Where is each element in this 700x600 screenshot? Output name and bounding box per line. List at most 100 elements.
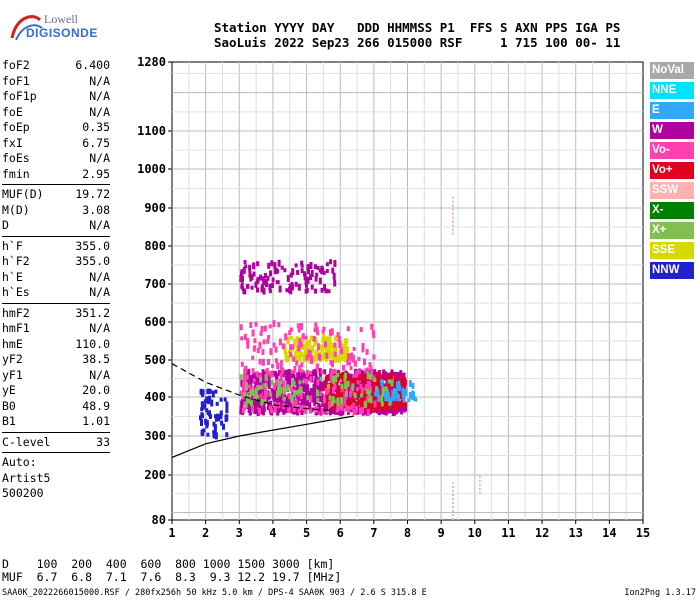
echo-point bbox=[319, 345, 323, 350]
echo-point bbox=[280, 265, 284, 270]
echo-point bbox=[329, 378, 333, 383]
echo-point bbox=[310, 355, 313, 361]
param-name: h`E bbox=[2, 269, 23, 284]
echo-point bbox=[299, 393, 303, 400]
echo-point bbox=[376, 380, 380, 388]
echo-point bbox=[352, 409, 356, 416]
x-tick-label: 1 bbox=[168, 526, 175, 540]
echo-point bbox=[334, 403, 338, 409]
echo-point bbox=[317, 403, 321, 408]
echo-point bbox=[355, 406, 358, 411]
echo-point bbox=[373, 369, 377, 375]
echo-point bbox=[294, 409, 298, 415]
echo-point bbox=[308, 339, 312, 346]
echo-point bbox=[308, 402, 312, 410]
echo-point bbox=[250, 395, 254, 402]
echo-point bbox=[333, 399, 337, 404]
echo-point bbox=[241, 275, 244, 282]
echo-point bbox=[274, 358, 278, 364]
echo-point bbox=[200, 401, 204, 406]
echo-point bbox=[336, 400, 340, 407]
echo-point bbox=[300, 335, 304, 341]
echo-point bbox=[246, 283, 250, 289]
echo-point bbox=[271, 283, 274, 288]
echo-point bbox=[303, 350, 307, 357]
file-info-footer: SAA0K_2022266015000.RSF / 280fx256h 50 k… bbox=[2, 588, 427, 598]
echo-point bbox=[285, 373, 289, 380]
echo-point bbox=[279, 394, 283, 402]
echo-point bbox=[259, 394, 263, 399]
echo-point bbox=[346, 373, 350, 380]
echo-point bbox=[343, 338, 347, 346]
echo-point bbox=[277, 259, 281, 267]
echo-point bbox=[203, 399, 207, 404]
param-row: M(D) 3.08 bbox=[2, 203, 110, 219]
param-group-muf: MUF(D) 19.72 M(D) 3.08 D N/A bbox=[2, 187, 110, 234]
echo-point bbox=[336, 387, 340, 394]
echo-point bbox=[346, 398, 350, 403]
echo-point bbox=[326, 387, 330, 394]
echo-point bbox=[273, 267, 277, 275]
echo-point bbox=[353, 360, 357, 367]
echo-point bbox=[402, 372, 406, 380]
echo-point bbox=[304, 335, 308, 340]
echo-point bbox=[362, 392, 366, 397]
echo-point bbox=[380, 379, 384, 387]
echo-point bbox=[267, 262, 271, 269]
echo-point bbox=[374, 395, 378, 401]
echo-point bbox=[346, 326, 350, 332]
echo-point bbox=[369, 404, 373, 412]
echo-point bbox=[336, 376, 340, 381]
echo-point bbox=[411, 382, 415, 389]
param-name: hmF2 bbox=[2, 305, 30, 320]
echo-point bbox=[335, 381, 339, 389]
echo-point bbox=[240, 282, 244, 288]
echo-point bbox=[348, 361, 351, 366]
echo-point bbox=[249, 389, 253, 397]
echo-point bbox=[312, 335, 316, 342]
echo-point bbox=[267, 335, 271, 339]
echo-point bbox=[287, 407, 291, 414]
x-tick-label: 8 bbox=[404, 526, 411, 540]
param-group-confidence: C-level 33 bbox=[2, 435, 110, 451]
echo-point bbox=[298, 365, 302, 373]
echo-point bbox=[275, 391, 279, 398]
divider bbox=[2, 431, 110, 433]
x-tick-label: 4 bbox=[269, 526, 276, 540]
echo-point bbox=[213, 423, 217, 431]
param-value: N/A bbox=[89, 73, 110, 88]
echo-point bbox=[262, 287, 266, 295]
echo-point bbox=[325, 269, 329, 273]
echo-point bbox=[268, 324, 272, 329]
echo-point bbox=[291, 377, 294, 385]
x-tick-label: 6 bbox=[337, 526, 344, 540]
echo-point bbox=[313, 342, 317, 347]
param-name: C-level bbox=[2, 434, 51, 449]
param-name: hmF1 bbox=[2, 321, 30, 335]
echo-point bbox=[276, 280, 280, 285]
param-row: h`F 355.0 bbox=[2, 239, 110, 255]
echo-point bbox=[330, 408, 334, 413]
echo-point bbox=[360, 393, 364, 398]
echo-point bbox=[215, 401, 219, 406]
echo-point bbox=[252, 345, 256, 352]
echo-point bbox=[269, 284, 272, 289]
parameter-panel: foF2 6.400 foF1 N/A foF1p N/A foE N/A foEp 0.35 fx… bbox=[2, 58, 110, 502]
echo-point bbox=[364, 386, 368, 391]
echo-point bbox=[376, 375, 380, 382]
echo-point bbox=[249, 377, 253, 382]
echo-point bbox=[341, 377, 345, 384]
echo-point bbox=[310, 284, 314, 290]
echo-point bbox=[324, 336, 328, 343]
y-tick-label: 900 bbox=[144, 201, 166, 215]
echo-point bbox=[318, 369, 322, 375]
echo-point bbox=[256, 392, 260, 397]
echo-point bbox=[251, 355, 255, 360]
echo-point bbox=[319, 373, 323, 378]
param-name: M(D) bbox=[2, 202, 30, 217]
param-row: h`Es N/A bbox=[2, 285, 110, 301]
echo-point bbox=[360, 387, 364, 395]
echo-point bbox=[322, 270, 326, 275]
echo-point bbox=[308, 356, 312, 364]
divider bbox=[2, 184, 110, 185]
